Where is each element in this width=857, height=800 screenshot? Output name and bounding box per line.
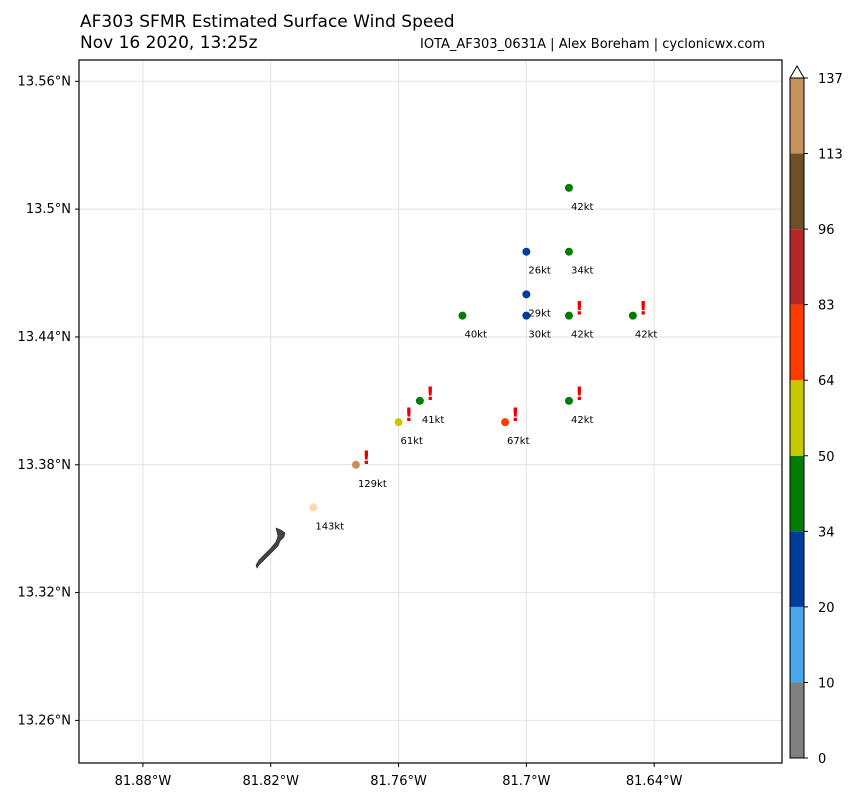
colorbar-segment [790, 682, 804, 758]
data-point [564, 311, 573, 320]
colorbar-tick-label: 83 [818, 299, 835, 314]
data-label: 42kt [571, 202, 594, 213]
data-point [564, 396, 573, 405]
flag-marker: ! [426, 383, 435, 405]
data-point [628, 311, 637, 320]
data-point [501, 418, 510, 427]
y-axis: 13.26°N 13.32°N 13.38°N 13.44°N 13.5°N 13.56°… [18, 74, 79, 728]
data-point [564, 183, 573, 192]
x-tick-label: 81.64°W [626, 774, 683, 789]
data-point [394, 418, 403, 427]
colorbar-segment [790, 78, 804, 154]
colorbar-tick-label: 113 [818, 148, 843, 163]
x-tick-label: 81.88°W [115, 774, 172, 789]
flag-markers: !!!!!!! [362, 298, 648, 469]
colorbar-tick-label: 96 [818, 223, 835, 238]
data-points [309, 183, 637, 512]
colorbar-tick-label: 50 [818, 450, 835, 465]
data-label: 41kt [422, 415, 445, 426]
y-tick-label: 13.44°N [18, 330, 71, 345]
data-point [522, 311, 531, 320]
data-label: 42kt [635, 330, 658, 341]
flag-marker: ! [405, 404, 414, 426]
data-labels: 42kt 26kt 34kt 29kt 40kt 30kt 42kt 42kt 41kt 42kt… [315, 202, 657, 533]
colorbar-segment [790, 606, 804, 683]
colorbar-tick-label: 34 [818, 525, 835, 540]
x-axis: 81.88°W 81.82°W 81.76°W 81.7°W 81.64°W [115, 763, 683, 789]
flag-marker: ! [575, 383, 584, 405]
data-label: 40kt [464, 330, 487, 341]
colorbar: 0 10 20 34 50 64 83 96 113 137 [789, 65, 843, 767]
chart-subtitle: Nov 16 2020, 13:25z [80, 33, 258, 53]
y-tick-label: 13.32°N [18, 586, 71, 601]
grid [79, 60, 782, 763]
data-point [522, 290, 531, 299]
colorbar-segment [790, 380, 804, 456]
data-label: 42kt [571, 415, 594, 426]
data-label: 67kt [507, 436, 530, 447]
x-tick-label: 81.7°W [502, 774, 550, 789]
x-tick-label: 81.82°W [242, 774, 299, 789]
colorbar-frame [789, 77, 805, 759]
colorbar-tick-label: 10 [818, 676, 835, 691]
colorbar-tick-label: 20 [818, 601, 835, 616]
data-label: 26kt [528, 266, 551, 277]
credit-line: IOTA_AF303_0631A | Alex Boreham | cyclon… [420, 37, 766, 52]
flag-marker: ! [511, 404, 520, 426]
colorbar-tick-label: 64 [818, 374, 835, 389]
data-label: 143kt [315, 521, 344, 532]
colorbar-segment [790, 455, 804, 532]
data-label: 29kt [528, 308, 551, 319]
chart-title: AF303 SFMR Estimated Surface Wind Speed [80, 12, 455, 32]
island-shape [255, 527, 286, 569]
flag-marker: ! [639, 298, 648, 320]
colorbar-segment [790, 531, 804, 607]
data-label: 42kt [571, 330, 594, 341]
data-point [564, 247, 573, 256]
colorbar-segment [790, 304, 804, 381]
y-tick-label: 13.5°N [26, 202, 71, 217]
y-tick-label: 13.26°N [18, 713, 71, 728]
y-tick-label: 13.56°N [18, 74, 71, 89]
data-label: 34kt [571, 266, 594, 277]
data-point [522, 247, 531, 256]
colorbar-tick-label: 137 [818, 72, 843, 87]
colorbar-extend-arrow [789, 65, 805, 79]
colorbar-segment [790, 153, 804, 230]
colorbar-segment [790, 229, 804, 305]
data-label: 30kt [528, 330, 551, 341]
plot-frame [78, 59, 783, 764]
data-label: 61kt [401, 436, 424, 447]
data-point [415, 396, 424, 405]
data-point [309, 503, 318, 512]
data-point [458, 311, 467, 320]
colorbar-tick-label: 0 [818, 752, 826, 767]
flag-marker: ! [362, 447, 371, 469]
x-tick-label: 81.76°W [370, 774, 427, 789]
y-tick-label: 13.38°N [18, 458, 71, 473]
data-label: 129kt [358, 479, 387, 490]
data-point [351, 460, 360, 469]
flag-marker: ! [575, 298, 584, 320]
